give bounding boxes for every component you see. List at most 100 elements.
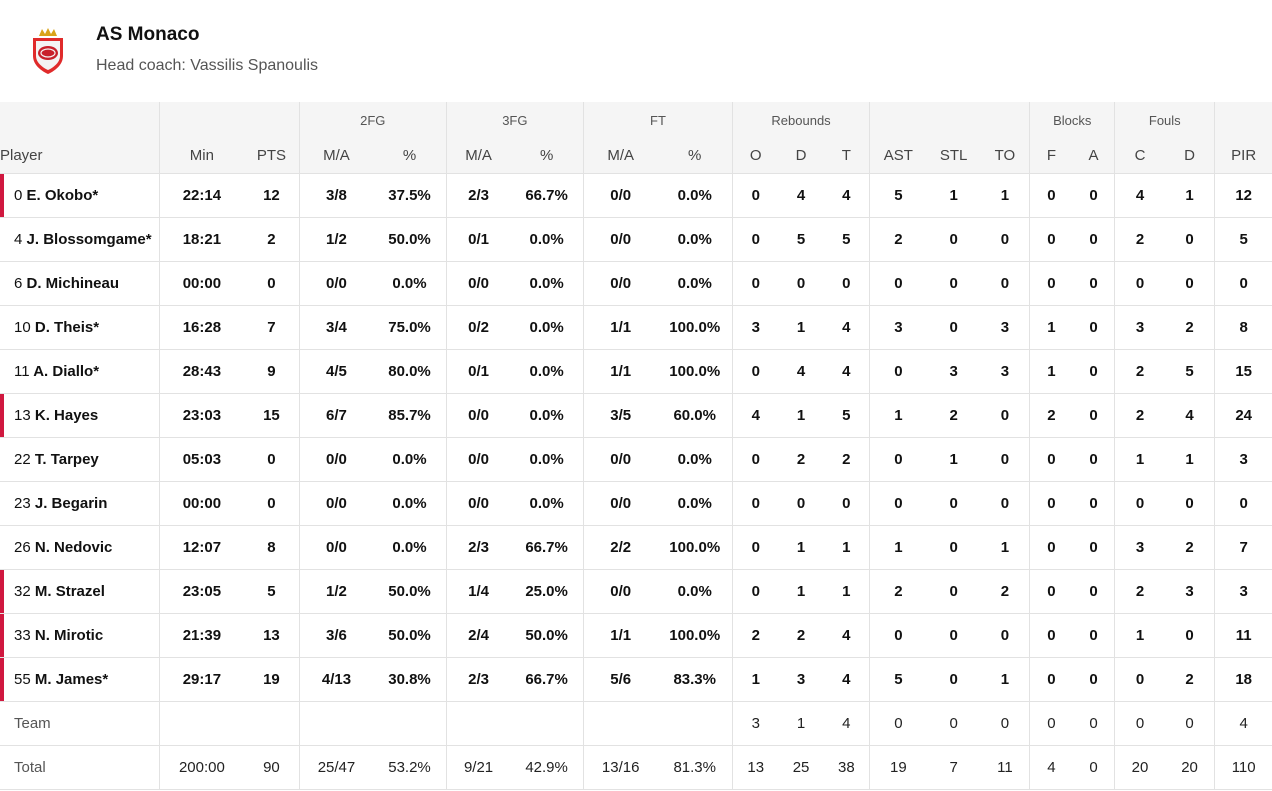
col-header-blk-f[interactable]: F (1029, 138, 1073, 174)
stat-reb-o: 0 (731, 173, 779, 218)
stat-stl: 3 (926, 349, 981, 394)
col-header-foul-c[interactable]: C (1114, 138, 1165, 174)
stat-fg2-ma: 4/13 (298, 657, 374, 702)
col-header-ft-ma[interactable]: M/A (582, 138, 658, 174)
player-cell[interactable]: 26 N. Nedovic (0, 525, 160, 570)
stat-stl: 1 (926, 173, 981, 218)
stat-fg3-ma: 2/4 (445, 613, 511, 658)
stat-reb-t: 1 (823, 525, 870, 570)
col-header-reb-o[interactable]: O (731, 138, 779, 174)
player-name-link[interactable]: D. Michineau (26, 275, 120, 292)
stat-pts: 9 (244, 349, 300, 394)
col-header-to[interactable]: TO (980, 138, 1030, 174)
col-header-min[interactable]: Min (158, 138, 245, 174)
stat-foul-d: 0 (1164, 261, 1215, 306)
player-cell[interactable]: 6 D. Michineau (0, 261, 160, 306)
col-header-pts[interactable]: PTS (244, 138, 300, 174)
player-cell[interactable]: 55 M. James* (0, 657, 160, 702)
player-name-link[interactable]: E. Okobo* (26, 187, 99, 204)
column-header-row: Player Min PTS M/A % M/A % M/A % O D T A… (0, 138, 1272, 174)
col-header-3fg-pct[interactable]: % (510, 138, 584, 174)
col-header-reb-d[interactable]: D (778, 138, 824, 174)
col-header-stl[interactable]: STL (926, 138, 981, 174)
stat-pir: 24 (1214, 393, 1272, 438)
stat-fg3-ma: 2/3 (445, 525, 511, 570)
stat-stl: 0 (926, 657, 981, 702)
stat-fg3-pct: 42.9% (510, 745, 584, 790)
stat-ast: 1 (869, 525, 927, 570)
stat-pir: 3 (1214, 437, 1272, 482)
player-cell[interactable]: 33 N. Mirotic (0, 613, 160, 658)
stat-fg2-ma: 0/0 (298, 437, 374, 482)
stat-to: 1 (980, 173, 1030, 218)
col-header-2fg-ma[interactable]: M/A (298, 138, 374, 174)
stat-foul-d: 1 (1164, 173, 1215, 218)
col-header-reb-t[interactable]: T (823, 138, 870, 174)
stat-reb-o: 4 (731, 393, 779, 438)
col-header-pir[interactable]: PIR (1214, 138, 1272, 174)
player-name-link[interactable]: A. Diallo* (33, 363, 100, 380)
player-cell[interactable]: 32 M. Strazel (0, 569, 160, 614)
stat-blk-a: 0 (1072, 481, 1115, 526)
player-cell[interactable]: 22 T. Tarpey (0, 437, 160, 482)
stat-reb-o: 0 (731, 261, 779, 306)
player-name-link[interactable]: K. Hayes (34, 407, 99, 424)
player-name-link[interactable]: T. Tarpey (34, 451, 99, 468)
stat-fg2-pct: 80.0% (373, 349, 447, 394)
stat-to: 3 (980, 349, 1030, 394)
stat-fg3-pct: 66.7% (510, 525, 584, 570)
stat-min: 00:00 (158, 481, 245, 526)
stat-pir: 12 (1214, 173, 1272, 218)
stat-reb-d: 1 (778, 525, 824, 570)
col-header-foul-d[interactable]: D (1164, 138, 1215, 174)
player-name-link[interactable]: M. Strazel (34, 583, 105, 600)
group-header-3fg: 3FG (445, 102, 584, 138)
col-header-3fg-ma[interactable]: M/A (445, 138, 511, 174)
stat-to: 0 (980, 613, 1030, 658)
col-header-ast[interactable]: AST (869, 138, 927, 174)
stat-fg2-pct: 85.7% (373, 393, 447, 438)
col-header-ft-pct[interactable]: % (657, 138, 733, 174)
stat-pir: 15 (1214, 349, 1272, 394)
stat-foul-d: 4 (1164, 393, 1215, 438)
player-row: 4 J. Blossomgame* 18:21 2 1/2 50.0% 0/1 0.0% 0/… (0, 217, 1272, 262)
stat-blk-f: 2 (1029, 393, 1073, 438)
col-header-blk-a[interactable]: A (1072, 138, 1115, 174)
player-name-link[interactable]: D. Theis* (34, 319, 100, 336)
player-cell[interactable]: 23 J. Begarin (0, 481, 160, 526)
stat-ft-ma: 5/6 (582, 657, 658, 702)
stat-reb-o: 1 (731, 657, 779, 702)
stat-blk-a: 0 (1072, 217, 1115, 262)
stat-fg3-ma: 0/1 (445, 349, 511, 394)
stat-blk-a: 0 (1072, 393, 1115, 438)
col-header-2fg-pct[interactable]: % (373, 138, 447, 174)
player-name-link[interactable]: J. Begarin (34, 495, 108, 512)
stat-ft-ma: 0/0 (582, 437, 658, 482)
player-name-link[interactable]: J. Blossomgame* (26, 231, 152, 248)
stat-ft-pct: 0.0% (657, 173, 733, 218)
stat-ast: 5 (869, 173, 927, 218)
stat-fg2-pct: 53.2% (373, 745, 447, 790)
player-name-link[interactable]: N. Mirotic (34, 627, 104, 644)
player-cell[interactable]: 13 K. Hayes (0, 393, 160, 438)
player-cell[interactable]: 10 D. Theis* (0, 305, 160, 350)
player-cell[interactable]: 11 A. Diallo* (0, 349, 160, 394)
stat-ft-pct: 83.3% (657, 657, 733, 702)
col-header-player[interactable]: Player (0, 138, 160, 174)
stat-pts: 15 (244, 393, 300, 438)
player-cell[interactable]: 0 E. Okobo* (0, 173, 160, 218)
stat-ast: 0 (869, 261, 927, 306)
player-cell[interactable]: 4 J. Blossomgame* (0, 217, 160, 262)
player-row: 32 M. Strazel 23:05 5 1/2 50.0% 1/4 25.0% 0/0 0.… (0, 569, 1272, 614)
player-name-link[interactable]: M. James* (34, 671, 109, 688)
player-name-link[interactable]: N. Nedovic (34, 539, 113, 556)
stat-stl: 7 (926, 745, 981, 790)
stat-foul-c: 0 (1114, 261, 1165, 306)
stat-foul-c: 3 (1114, 305, 1165, 350)
stat-pir: 8 (1214, 305, 1272, 350)
stat-reb-o: 13 (731, 745, 779, 790)
stat-pts: 2 (244, 217, 300, 262)
stat-reb-t: 38 (823, 745, 870, 790)
stat-fg2-pct: 50.0% (373, 613, 447, 658)
stat-foul-d: 3 (1164, 569, 1215, 614)
